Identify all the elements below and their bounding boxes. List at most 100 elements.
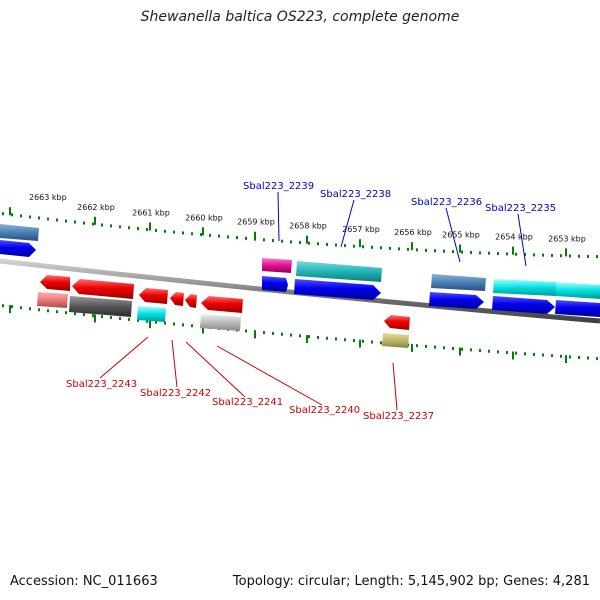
minor-tick (2, 304, 4, 308)
major-tick (359, 239, 361, 248)
minor-tick (209, 233, 211, 237)
gene-feature (429, 292, 484, 309)
leader-line (171, 339, 178, 388)
minor-tick (488, 251, 490, 255)
minor-tick (38, 216, 40, 220)
minor-tick (11, 213, 13, 217)
gene-label: Sbal223_2237 (363, 411, 434, 422)
gene-feature (555, 300, 600, 317)
major-tick (565, 248, 567, 257)
major-tick (459, 347, 461, 356)
gene-feature (201, 296, 243, 313)
minor-tick (110, 224, 112, 228)
minor-tick (326, 242, 328, 246)
minor-tick (371, 245, 373, 249)
tick-label: 2657 kbp (342, 225, 380, 234)
minor-tick (308, 241, 310, 245)
minor-tick (533, 352, 535, 356)
gene-feature (0, 240, 36, 257)
minor-tick (164, 229, 166, 233)
major-tick (94, 216, 96, 225)
minor-tick (434, 345, 436, 349)
minor-tick (344, 244, 346, 248)
minor-tick (416, 248, 418, 252)
minor-tick (263, 331, 265, 335)
minor-tick (47, 309, 49, 313)
gene-label: Sbal223_2242 (140, 388, 211, 399)
gene-feature (200, 314, 241, 331)
minor-tick (119, 316, 121, 320)
gene-feature (37, 292, 68, 308)
minor-tick (164, 321, 166, 325)
minor-tick (200, 233, 202, 237)
forward-strand-genes (0, 224, 600, 317)
gene-feature (40, 275, 70, 291)
minor-tick (497, 350, 499, 354)
minor-tick (290, 240, 292, 244)
major-tick (202, 325, 204, 334)
minor-tick (263, 238, 265, 242)
gene-feature (382, 333, 409, 348)
minor-tick (191, 324, 193, 328)
gene-label: Sbal223_2240 (289, 405, 360, 416)
minor-tick (146, 228, 148, 232)
major-tick (202, 227, 204, 236)
leader-line (185, 341, 246, 398)
minor-tick (128, 226, 130, 230)
gene-feature (69, 296, 132, 317)
minor-tick (92, 314, 94, 318)
minor-tick (137, 227, 139, 231)
gene-feature (296, 261, 382, 282)
minor-tick (461, 250, 463, 254)
minor-tick (551, 253, 553, 257)
minor-tick (416, 344, 418, 348)
tick-label: 2658 kbp (289, 222, 327, 231)
minor-tick (488, 349, 490, 353)
tick-label: 2659 kbp (237, 218, 275, 227)
minor-tick (281, 332, 283, 336)
tick-label: 2662 kbp (77, 203, 115, 212)
minor-tick (101, 315, 103, 319)
minor-tick (362, 245, 364, 249)
minor-tick (11, 305, 13, 309)
tick-label: 2655 kbp (442, 230, 480, 239)
minor-tick (155, 320, 157, 324)
minor-tick (578, 355, 580, 359)
minor-tick (425, 248, 427, 252)
minor-tick (245, 329, 247, 333)
tick-label: 2661 kbp (132, 208, 170, 217)
minor-tick (398, 247, 400, 251)
minor-tick (101, 223, 103, 227)
minor-tick (38, 308, 40, 312)
gene-feature (72, 279, 134, 299)
major-tick (149, 320, 151, 329)
gene-feature (262, 276, 288, 292)
minor-tick (83, 313, 85, 317)
tick-label: 2656 kbp (394, 228, 432, 237)
minor-tick (56, 310, 58, 314)
major-tick (9, 305, 11, 314)
minor-tick (461, 347, 463, 351)
minor-tick (506, 351, 508, 355)
gene-label: Sbal223_2238 (320, 189, 391, 200)
minor-tick (317, 335, 319, 339)
minor-tick (74, 312, 76, 316)
minor-tick (56, 218, 58, 222)
minor-tick (524, 352, 526, 356)
minor-tick (290, 333, 292, 337)
minor-tick (551, 354, 553, 358)
tick-labels: 2663 kbp 2662 kbp 2661 kbp 2660 kbp 2659 kbp… (29, 193, 586, 243)
minor-tick (317, 242, 319, 246)
major-tick (149, 222, 151, 231)
minor-tick (119, 225, 121, 229)
minor-tick (533, 253, 535, 257)
major-tick (512, 351, 514, 360)
leader-line (445, 207, 461, 263)
minor-tick (596, 357, 598, 361)
major-tick (94, 314, 96, 323)
tick-label: 2653 kbp (548, 234, 586, 243)
minor-tick (182, 231, 184, 235)
minor-tick (281, 239, 283, 243)
minor-tick (191, 232, 193, 236)
